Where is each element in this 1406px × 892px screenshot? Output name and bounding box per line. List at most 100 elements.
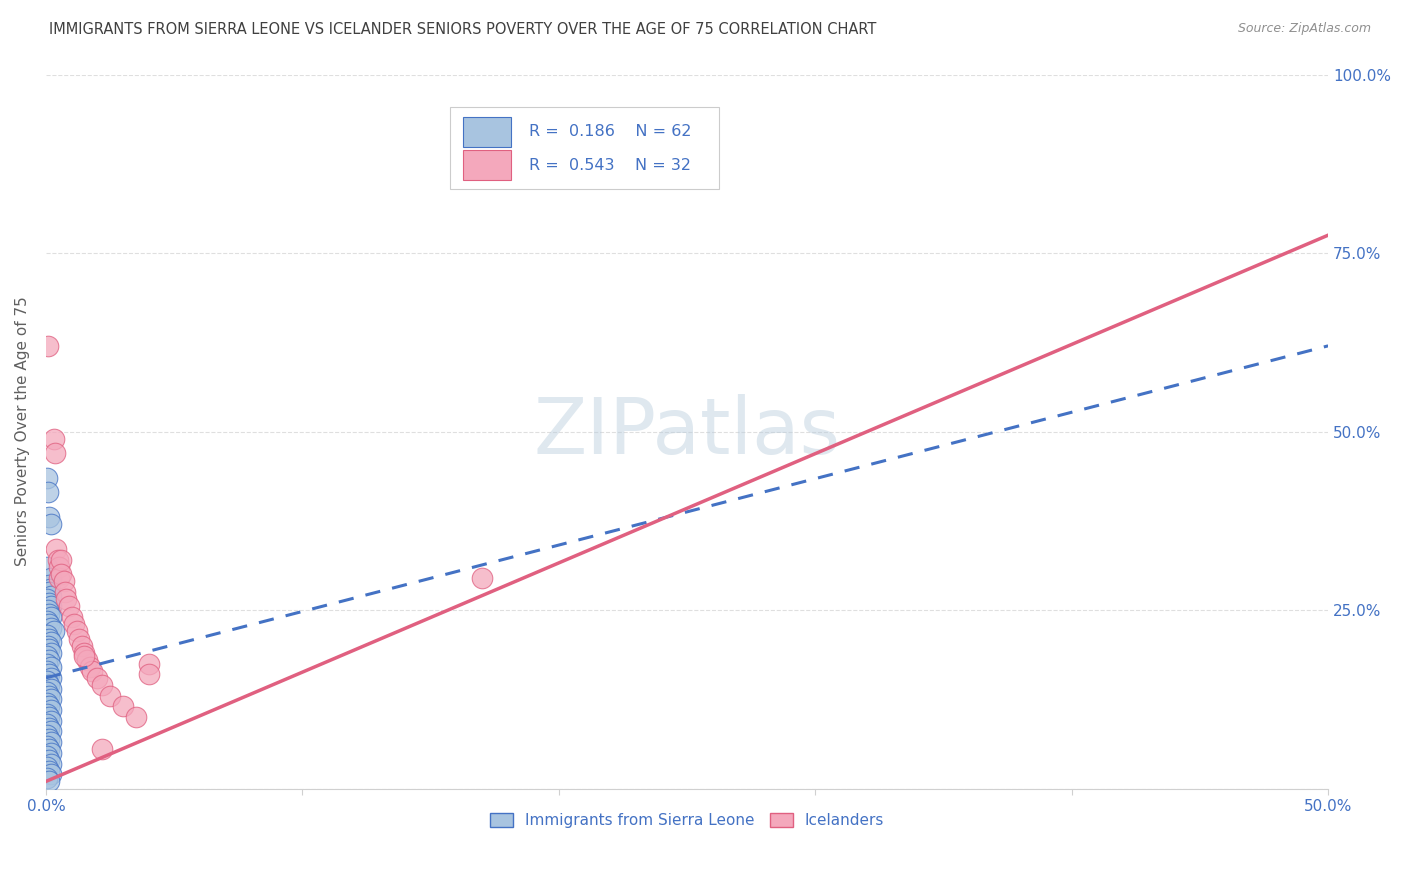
Point	[38, 607, 60, 621]
Point	[125, 710, 148, 724]
Point	[39, 571, 62, 585]
Point	[42, 432, 65, 446]
Point	[38, 742, 60, 756]
Text: R =  0.543    N = 32: R = 0.543 N = 32	[529, 158, 692, 173]
Point	[39, 610, 62, 624]
FancyBboxPatch shape	[450, 107, 718, 189]
Point	[111, 699, 134, 714]
Point	[138, 657, 160, 671]
Point	[86, 671, 108, 685]
Text: IMMIGRANTS FROM SIERRA LEONE VS ICELANDER SENIORS POVERTY OVER THE AGE OF 75 COR: IMMIGRANTS FROM SIERRA LEONE VS ICELANDE…	[49, 22, 876, 37]
Point	[46, 553, 69, 567]
Point	[38, 596, 60, 610]
Point	[37, 685, 59, 699]
Point	[35, 674, 58, 689]
Point	[39, 767, 62, 781]
FancyBboxPatch shape	[463, 150, 512, 180]
Point	[91, 678, 114, 692]
Point	[39, 746, 62, 760]
Point	[37, 649, 59, 664]
Point	[39, 724, 62, 739]
Point	[38, 710, 60, 724]
Point	[38, 510, 60, 524]
Point	[37, 706, 59, 721]
Point	[138, 667, 160, 681]
Point	[44, 446, 66, 460]
Point	[79, 660, 101, 674]
Point	[38, 582, 60, 596]
Point	[73, 649, 96, 664]
Point	[35, 657, 58, 671]
Point	[38, 642, 60, 657]
Point	[37, 560, 59, 574]
Point	[39, 671, 62, 685]
Point	[98, 689, 121, 703]
Point	[48, 560, 70, 574]
Point	[35, 771, 58, 785]
Point	[66, 624, 89, 639]
Point	[38, 617, 60, 632]
Point	[39, 599, 62, 614]
Point	[38, 774, 60, 789]
Point	[37, 664, 59, 678]
Legend: Immigrants from Sierra Leone, Icelanders: Immigrants from Sierra Leone, Icelanders	[484, 807, 890, 834]
Point	[39, 714, 62, 728]
Text: R =  0.186    N = 62: R = 0.186 N = 62	[529, 124, 692, 139]
Point	[51, 567, 73, 582]
Point	[58, 599, 80, 614]
Point	[48, 571, 70, 585]
Point	[37, 592, 59, 607]
Point	[39, 660, 62, 674]
Point	[38, 731, 60, 746]
Point	[37, 603, 59, 617]
Point	[37, 728, 59, 742]
Point	[63, 617, 86, 632]
Point	[39, 703, 62, 717]
Point	[38, 632, 60, 646]
Point	[39, 621, 62, 635]
Point	[37, 471, 59, 485]
Point	[37, 639, 59, 653]
Point	[39, 589, 62, 603]
Point	[38, 678, 60, 692]
FancyBboxPatch shape	[463, 117, 512, 146]
Point	[35, 739, 58, 753]
Point	[37, 485, 59, 500]
Point	[42, 624, 65, 639]
Point	[39, 646, 62, 660]
Text: ZIPatlas: ZIPatlas	[533, 393, 841, 469]
Point	[53, 585, 76, 599]
Point	[38, 578, 60, 592]
Point	[39, 692, 62, 706]
Point	[38, 721, 60, 735]
Point	[82, 664, 104, 678]
Point	[39, 635, 62, 649]
Point	[91, 742, 114, 756]
Point	[35, 760, 58, 774]
Point	[39, 735, 62, 749]
Point	[39, 756, 62, 771]
Point	[39, 681, 62, 696]
Point	[73, 646, 96, 660]
Point	[37, 628, 59, 642]
Point	[38, 699, 60, 714]
Point	[45, 542, 67, 557]
Point	[37, 339, 59, 353]
Point	[51, 553, 73, 567]
Point	[37, 614, 59, 628]
Point	[39, 517, 62, 532]
Point	[37, 749, 59, 764]
Y-axis label: Seniors Poverty Over the Age of 75: Seniors Poverty Over the Age of 75	[15, 297, 30, 566]
Text: Source: ZipAtlas.com: Source: ZipAtlas.com	[1237, 22, 1371, 36]
Point	[38, 653, 60, 667]
Point	[35, 696, 58, 710]
Point	[70, 639, 93, 653]
Point	[38, 689, 60, 703]
Point	[52, 574, 75, 589]
Point	[35, 717, 58, 731]
Point	[38, 753, 60, 767]
Point	[38, 585, 60, 599]
Point	[76, 653, 98, 667]
Point	[38, 667, 60, 681]
Point	[38, 764, 60, 778]
